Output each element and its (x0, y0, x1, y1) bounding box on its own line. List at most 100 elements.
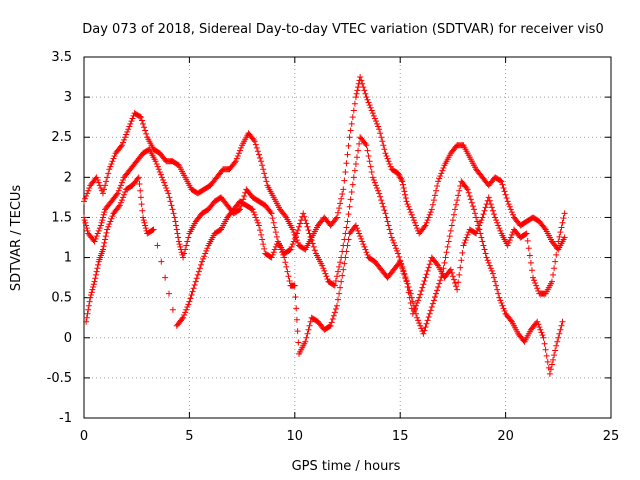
data-point (186, 298, 193, 305)
data-point-interp (164, 187, 171, 194)
data-point-interp (195, 268, 202, 275)
data-point-interp (404, 283, 411, 290)
data-point (352, 222, 359, 229)
data-point-interp (368, 168, 375, 175)
data-point-interp (401, 188, 408, 195)
data-point-interp (161, 179, 168, 186)
data-point-interp (508, 209, 515, 216)
data-point-interp (187, 295, 194, 302)
data-point-interp (269, 215, 276, 222)
data-point (158, 174, 165, 181)
data-point-interp (261, 170, 268, 177)
data-point-interp (422, 324, 429, 331)
data-point-interp (127, 120, 134, 127)
data-point-interp (197, 261, 204, 268)
data-point-interp (252, 141, 259, 148)
data-point-interp (416, 320, 423, 327)
data-point (268, 210, 275, 217)
data-point-interp (390, 239, 397, 246)
data-point (289, 226, 296, 233)
data-point-interp (174, 230, 181, 237)
data-point-interp (121, 136, 128, 143)
data-point-interp (400, 268, 407, 275)
data-point-interp (449, 217, 456, 224)
data-point-interp (141, 124, 148, 131)
data-point-interp (101, 186, 108, 193)
data-point-interp (115, 187, 122, 194)
chart-title: Day 073 of 2018, Sidereal Day-to-day VTE… (82, 22, 603, 37)
data-point-interp (343, 160, 350, 167)
data-point-interp (82, 195, 89, 202)
data-point-interp (271, 224, 278, 231)
data-point (192, 278, 199, 285)
data-point-interp (173, 226, 180, 233)
data-point (485, 194, 492, 201)
data-point (357, 74, 364, 81)
data-point-interp (282, 259, 289, 266)
data-point (363, 142, 370, 149)
data-point-interp (438, 170, 445, 177)
data-point-interp (550, 271, 557, 278)
data-point-interp (337, 284, 344, 291)
data-point-interp (92, 271, 99, 278)
data-point-interp (82, 219, 89, 226)
data-point-interp (399, 265, 406, 272)
data-point (175, 238, 182, 245)
data-point-interp (342, 254, 349, 261)
data-point-interp (337, 200, 344, 207)
data-point (232, 158, 239, 165)
data-point-interp (290, 229, 297, 236)
y-tick-label: 2 (64, 170, 72, 185)
data-point-interp (155, 166, 162, 173)
data-point-interp (335, 209, 342, 216)
data-point-interp (366, 102, 373, 109)
data-point (118, 142, 125, 149)
data-point-interp (102, 233, 109, 240)
data-point-interp (478, 234, 485, 241)
data-point-interp (203, 247, 210, 254)
data-point-interp (115, 203, 122, 210)
data-point-interp (429, 201, 436, 208)
data-point-interp (457, 183, 464, 190)
data-point-interp (486, 197, 493, 204)
data-point-interp (375, 187, 382, 194)
data-point-interp (429, 300, 436, 307)
data-point (135, 174, 142, 181)
grid (84, 57, 611, 418)
data-point (483, 254, 490, 261)
data-point-interp (495, 222, 502, 229)
data-point-interp (480, 242, 487, 249)
data-point (376, 190, 383, 197)
data-point-interp (356, 230, 363, 237)
data-point (152, 158, 159, 165)
data-point-interp (386, 226, 393, 233)
data-point-interp (343, 248, 350, 255)
data-point-interp (235, 150, 242, 157)
data-point-interp (141, 219, 148, 226)
data-point (555, 238, 562, 245)
data-point-interp (537, 326, 544, 333)
data-point-interp (421, 277, 428, 284)
data-point-interp (454, 197, 461, 204)
data-point-interp (134, 175, 141, 182)
data-point-interp (426, 211, 433, 218)
data-point-interp (427, 209, 434, 216)
data-point (249, 206, 256, 213)
data-point-interp (532, 279, 539, 286)
data-point-interp (370, 177, 377, 184)
data-point-interp (173, 222, 180, 229)
data-point-interp (372, 118, 379, 125)
data-point-interp (96, 225, 103, 232)
x-tick-label: 5 (185, 429, 193, 444)
data-point-interp (279, 249, 286, 256)
data-point-interp (500, 305, 507, 312)
data-point-interp (139, 207, 146, 214)
data-point-interp (336, 263, 343, 270)
data-point-interp (117, 143, 124, 150)
data-point-interp (275, 241, 282, 248)
data-point-interp (156, 168, 163, 175)
data-point-interp (84, 227, 91, 234)
y-tick-label: -0.5 (47, 371, 72, 386)
data-point-interp (370, 112, 377, 119)
data-point-interp (271, 246, 278, 253)
